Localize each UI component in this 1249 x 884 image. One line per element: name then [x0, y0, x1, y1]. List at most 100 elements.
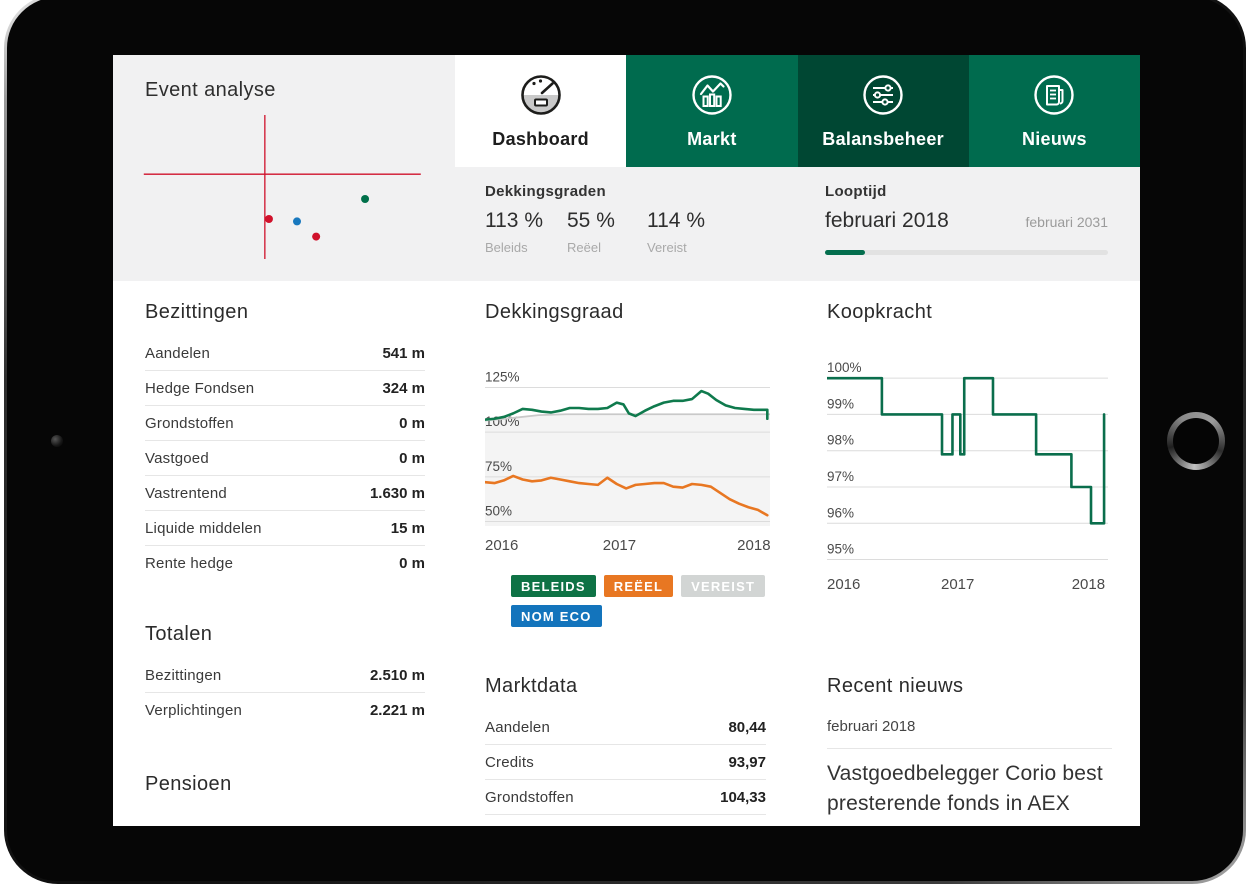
- row-value: 2.221 m: [369, 702, 425, 719]
- marktdata-title: Marktdata: [485, 675, 578, 697]
- svg-text:2017: 2017: [941, 576, 974, 593]
- dekkingsgraad-legend: BELEIDS REËEL VEREIST NOM ECO: [511, 575, 767, 627]
- looptijd-progress-fill: [825, 250, 865, 255]
- row-value: 0 m: [399, 555, 425, 572]
- row-label: Hedge Fondsen: [145, 379, 255, 397]
- table-row: Vastgoed 0 m: [145, 441, 425, 476]
- koopkracht-section: Koopkracht 100% 99% 98% 97% 96% 95% 2016 2017 20…: [825, 301, 1108, 600]
- row-label: Aandelen: [145, 344, 210, 362]
- event-analyse-title: Event analyse: [145, 79, 276, 101]
- dekkingsgraad-line-chart: 125%100%75%50%2016 2017 2018: [483, 369, 771, 554]
- news-divider: [827, 748, 1112, 749]
- totalen-section: Totalen Bezittingen 2.510 m Verplichtingen…: [145, 623, 425, 728]
- stat-value: 114 %: [647, 209, 705, 232]
- stat-label: Reëel: [567, 240, 601, 255]
- table-row: Aandelen 541 m: [145, 336, 425, 371]
- dashboard-screen: Event analyse Dashboard: [113, 55, 1140, 826]
- row-value: 2.510 m: [369, 666, 425, 684]
- tab-markt[interactable]: Markt: [626, 55, 798, 167]
- row-value: 1.630 m: [369, 484, 425, 502]
- pensioen-section: Pensioen: [145, 773, 425, 796]
- legend-badge-beleids[interactable]: BELEIDS: [511, 575, 596, 597]
- row-value: 0 m: [399, 414, 425, 432]
- row-label: Aandelen: [485, 718, 550, 736]
- svg-text:97%: 97%: [827, 469, 854, 484]
- event-analyse-scatter-chart: [143, 115, 421, 259]
- row-value: 0 m: [399, 449, 425, 467]
- row-label: Vastrentend: [145, 484, 227, 502]
- row-value: 541 m: [382, 344, 425, 362]
- svg-text:2018: 2018: [1072, 576, 1105, 593]
- pensioen-title: Pensioen: [145, 773, 232, 795]
- legend-badge-vereist[interactable]: VEREIST: [681, 575, 766, 597]
- tab-label: Dashboard: [492, 128, 589, 149]
- recent-nieuws-title: Recent nieuws: [827, 675, 964, 697]
- dekkingsgraad-title: Dekkingsgraad: [485, 301, 624, 323]
- stat-reeel: 55 % Reëel: [567, 209, 623, 255]
- main-nav: Dashboard Markt: [455, 55, 1140, 167]
- tab-nieuws[interactable]: Nieuws: [968, 55, 1140, 167]
- legend-badge-re-el[interactable]: REËEL: [603, 575, 674, 597]
- svg-text:98%: 98%: [827, 433, 854, 448]
- svg-text:50%: 50%: [485, 504, 512, 519]
- tab-dashboard[interactable]: Dashboard: [455, 55, 627, 167]
- recent-nieuws-section: Recent nieuws februari 2018 Vastgoedbele…: [827, 675, 1112, 819]
- dekkingsgraden-title: Dekkingsgraden: [485, 183, 606, 200]
- row-value: 324 m: [382, 379, 425, 397]
- row-value: 15 m: [390, 519, 425, 537]
- table-row: Credits 93,97: [485, 745, 766, 780]
- svg-text:95%: 95%: [827, 542, 854, 557]
- tab-label: Markt: [687, 128, 737, 149]
- bezittingen-table: Aandelen 541 m Hedge Fondsen 324 m Grondstof…: [145, 336, 425, 581]
- tab-label: Nieuws: [1021, 128, 1087, 149]
- svg-text:100%: 100%: [827, 360, 862, 375]
- row-label: Bezittingen: [145, 666, 222, 684]
- row-label: Credits: [485, 753, 534, 771]
- looptijd-title: Looptijd: [825, 183, 887, 200]
- bezittingen-title: Bezittingen: [145, 301, 249, 323]
- stat-label: Beleids: [485, 240, 528, 255]
- row-label: Verplichtingen: [145, 702, 243, 719]
- row-value: 80,44: [728, 718, 766, 736]
- svg-text:125%: 125%: [485, 369, 520, 384]
- stat-vereist: 114 % Vereist: [647, 209, 705, 255]
- tablet-frame: Event analyse Dashboard: [4, 0, 1246, 884]
- camera-icon: [51, 435, 63, 447]
- looptijd-end: februari 2031: [1025, 214, 1108, 230]
- table-row: Aandelen 80,44: [485, 710, 766, 745]
- svg-text:99%: 99%: [827, 396, 854, 411]
- koopkracht-title: Koopkracht: [827, 301, 933, 323]
- svg-text:2018: 2018: [737, 537, 770, 554]
- table-row: Liquide middelen 15 m: [145, 511, 425, 546]
- marktdata-section: Marktdata Aandelen 80,44 Credits 93,97 Grond…: [485, 675, 766, 815]
- stat-beleids: 113 % Beleids: [485, 209, 543, 255]
- table-row: Grondstoffen 104,33: [485, 780, 766, 815]
- gauge-icon: [519, 73, 563, 122]
- totalen-table: Bezittingen 2.510 m Verplichtingen 2.221 m: [145, 658, 425, 728]
- totalen-title: Totalen: [145, 623, 213, 645]
- stat-value: 113 %: [485, 209, 543, 232]
- news-headline-link[interactable]: Vastgoedbelegger Corio best presterende …: [827, 762, 1103, 815]
- row-label: Liquide middelen: [145, 519, 262, 537]
- row-label: Vastgoed: [145, 449, 209, 467]
- table-row: Hedge Fondsen 324 m: [145, 371, 425, 406]
- home-button[interactable]: [1167, 412, 1225, 470]
- stat-value: 55 %: [567, 209, 615, 232]
- sliders-icon: [861, 73, 905, 122]
- koopkracht-step-chart: 100% 99% 98% 97% 96% 95% 2016 2017 2018: [825, 360, 1108, 593]
- tab-label: Balansbeheer: [822, 128, 944, 149]
- looptijd-progress-bar: [825, 250, 1108, 255]
- row-label: Grondstoffen: [485, 788, 574, 806]
- row-label: Rente hedge: [145, 555, 234, 572]
- svg-text:2017: 2017: [603, 537, 636, 554]
- dekkingsgraad-section: Dekkingsgraad 125% 100% 75% 50% 2016 2017 2018…: [483, 301, 771, 627]
- row-value: 93,97: [728, 753, 766, 771]
- row-label: Grondstoffen: [145, 414, 234, 432]
- marktdata-table: Aandelen 80,44 Credits 93,97 Grondstoffen 104…: [485, 710, 766, 815]
- svg-text:96%: 96%: [827, 505, 854, 520]
- market-chart-icon: [690, 73, 734, 122]
- tab-balansbeheer[interactable]: Balansbeheer: [797, 55, 969, 167]
- table-row: Bezittingen 2.510 m: [145, 658, 425, 693]
- news-date: februari 2018: [827, 718, 916, 735]
- legend-badge-nom-eco[interactable]: NOM ECO: [511, 605, 602, 627]
